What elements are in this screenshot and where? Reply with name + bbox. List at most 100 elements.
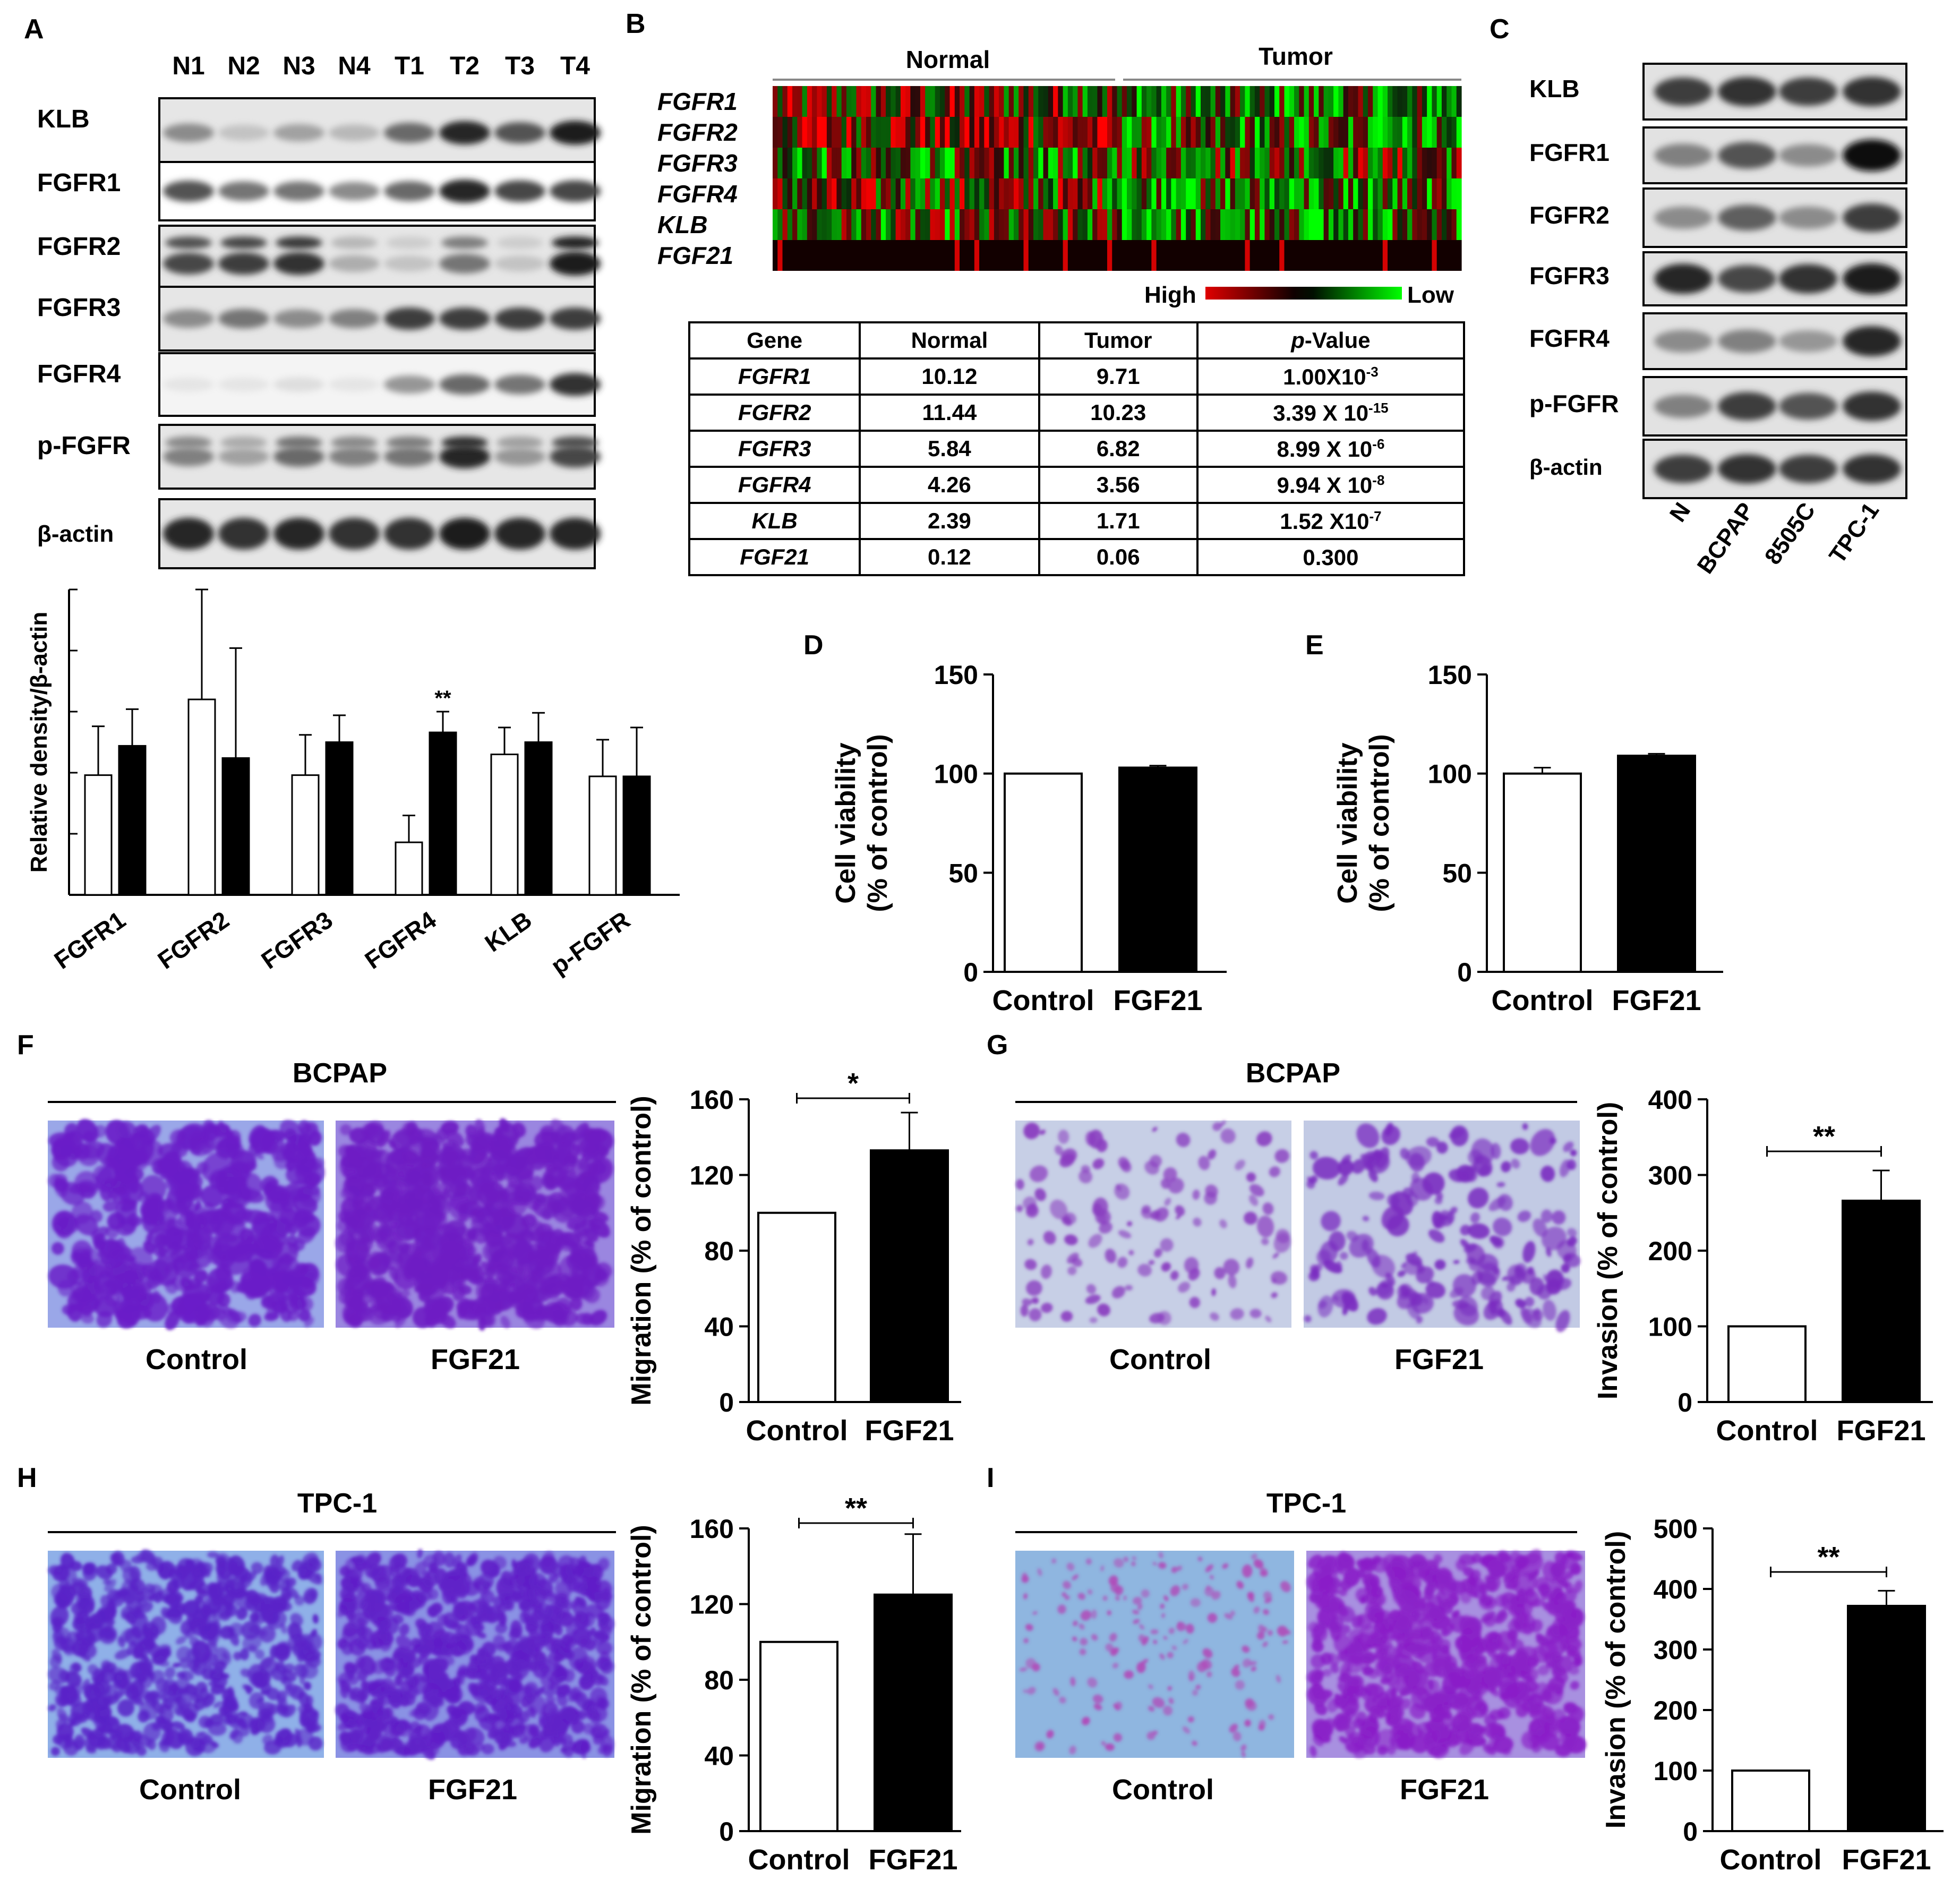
heatmap-cell <box>1388 240 1393 271</box>
heatmap-cell <box>1122 86 1127 117</box>
heatmap-cell <box>1314 209 1319 240</box>
heatmap-cell <box>1112 209 1118 240</box>
y-tick-label: 120 <box>690 1161 734 1191</box>
heatmap-cell <box>1132 240 1137 271</box>
heatmap-cell <box>994 86 999 117</box>
heatmap-cell <box>846 148 852 178</box>
heatmap-cell <box>925 117 931 148</box>
blot-band <box>1718 454 1776 484</box>
blot-band <box>439 180 490 203</box>
heatmap-cell <box>841 209 847 240</box>
blot-band <box>163 309 214 328</box>
heatmap-cell <box>999 240 1005 271</box>
heatmap-cell <box>1180 178 1186 209</box>
blot-band <box>218 448 269 466</box>
heatmap-gene-FGFR2: FGFR2 <box>657 118 738 146</box>
heatmap-cell <box>1328 148 1334 178</box>
blot-band <box>550 251 601 276</box>
blot-band <box>384 375 435 394</box>
heatmap-cell <box>1097 209 1103 240</box>
heatmap-cell <box>1112 178 1118 209</box>
heatmap-cell <box>1392 117 1398 148</box>
heatmap-cell <box>777 86 783 117</box>
x-category-FGFR2: FGFR2 <box>152 906 234 975</box>
heatmap-cell <box>1249 117 1255 148</box>
heatmap-cell <box>1412 178 1418 209</box>
heatmap-cell <box>871 148 877 178</box>
heatmap-cell <box>949 209 955 240</box>
panel-c-western-blot: KLBFGFR1FGFR2FGFR3FGFR4p-FGFRβ-actinNBCP… <box>1529 63 1907 578</box>
heatmap-cell <box>1353 86 1359 117</box>
heatmap-cell <box>1407 117 1413 148</box>
bar-FGFR4 <box>429 731 457 896</box>
heatmap-cell <box>1363 240 1368 271</box>
heatmap-cell <box>1382 86 1388 117</box>
heatmap-cell <box>939 178 945 209</box>
heatmap-cell <box>974 240 980 271</box>
panel-f-fgf21-photo <box>335 1118 614 1331</box>
panel-i-fgf21-label: FGF21 <box>1400 1774 1489 1806</box>
blot-band <box>218 377 269 392</box>
blot-label-FGFR2: FGFR2 <box>37 233 121 261</box>
heatmap-cell <box>880 148 886 178</box>
heatmap-cell <box>880 178 886 209</box>
panel-i-cell-line: TPC-1 <box>1266 1488 1346 1519</box>
heatmap-cell <box>905 240 911 271</box>
heatmap-cell <box>1343 178 1349 209</box>
heatmap-cell <box>1417 86 1423 117</box>
color-scale-bar <box>1205 287 1402 300</box>
pvalue-exponent: -7 <box>1369 508 1382 524</box>
heatmap-cell <box>1412 240 1418 271</box>
heatmap-cell <box>782 86 788 117</box>
table-header-pvalue: p-Value <box>1196 321 1466 360</box>
heatmap-cell <box>1215 148 1221 178</box>
bar-Control <box>1503 772 1582 973</box>
heatmap-cell <box>1289 209 1295 240</box>
heatmap-cell <box>1180 117 1186 148</box>
heatmap-cell <box>1348 178 1354 209</box>
heatmap-cell <box>1038 178 1044 209</box>
heatmap-cell <box>1447 148 1452 178</box>
heatmap-cell <box>1353 209 1359 240</box>
heatmap-cell <box>969 240 975 271</box>
bar-FGFR1 <box>118 745 147 896</box>
blot-label-FGFR2: FGFR2 <box>1529 201 1610 229</box>
heatmap-cell <box>1176 209 1182 240</box>
heatmap-cell <box>1294 117 1299 148</box>
heatmap-cell <box>886 178 891 209</box>
heatmap-cell <box>1427 178 1433 209</box>
heatmap-cell <box>1225 148 1231 178</box>
heatmap-cell <box>1058 148 1064 178</box>
significance-marker: ** <box>1817 1541 1839 1573</box>
heatmap-cell <box>1112 117 1118 148</box>
y-tick-label: 100 <box>1428 759 1472 789</box>
heatmap-cell <box>792 86 798 117</box>
x-category-FGF21: FGF21 <box>1836 1415 1925 1447</box>
heatmap-cell <box>1220 178 1226 209</box>
cell <box>301 1278 313 1289</box>
heatmap-cell <box>1240 86 1245 117</box>
photo-cells <box>1306 1549 1587 1758</box>
heatmap-cell <box>954 240 960 271</box>
heatmap-cell <box>1077 209 1083 240</box>
heatmap-cell <box>1274 86 1280 117</box>
heatmap-cell <box>1269 178 1275 209</box>
blot-band <box>441 436 488 449</box>
heatmap-cell <box>1451 178 1457 209</box>
heatmap-cell <box>802 117 808 148</box>
heatmap-cell <box>1048 178 1054 209</box>
heatmap-cell <box>1382 209 1388 240</box>
table-header-row: Gene Normal Tumor p-Value <box>688 321 1466 360</box>
heatmap-cell <box>807 209 812 240</box>
heatmap-cell <box>945 148 951 178</box>
panel-letter-h: H <box>17 1463 37 1493</box>
heatmap-cell <box>817 86 823 117</box>
heatmap-cell <box>1048 86 1054 117</box>
heatmap-cell <box>880 117 886 148</box>
heatmap-cell <box>1166 209 1171 240</box>
heatmap-cell <box>1441 86 1447 117</box>
heatmap-cell <box>964 178 970 209</box>
heatmap-cell <box>1200 209 1206 240</box>
heatmap-cell <box>1333 240 1339 271</box>
cell <box>153 1242 166 1258</box>
